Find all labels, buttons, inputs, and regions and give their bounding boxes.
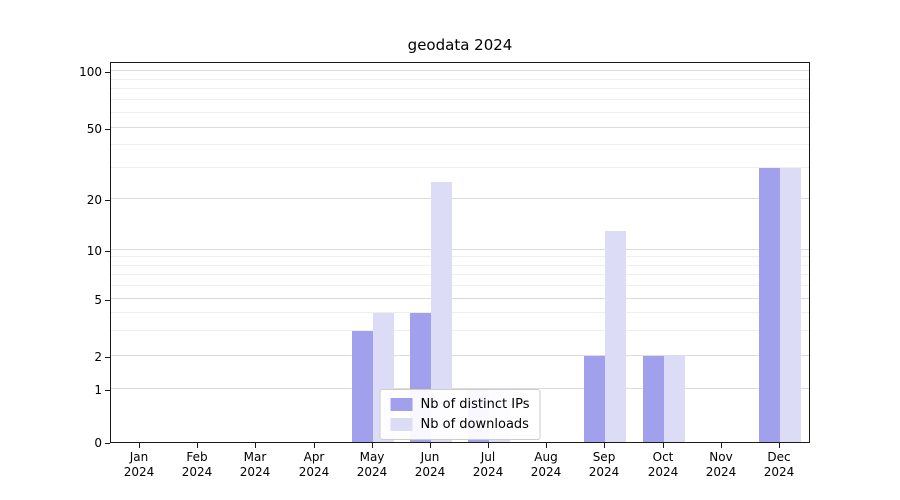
x-tick-mark-sep-2024 bbox=[604, 443, 605, 448]
x-tick-label-jun-2024: Jun 2024 bbox=[414, 450, 446, 479]
x-tick-mark-feb-2024 bbox=[197, 443, 198, 448]
y-tick-mark-100 bbox=[105, 72, 110, 73]
gridline-minor bbox=[111, 285, 809, 286]
legend-swatch-distinct-ips bbox=[390, 398, 413, 411]
gridline-major bbox=[111, 388, 809, 389]
x-tick-mark-may-2024 bbox=[372, 443, 373, 448]
y-tick-mark-50 bbox=[105, 129, 110, 130]
gridline-minor bbox=[111, 265, 809, 266]
bar-nb-of-downloads-dec-2024 bbox=[780, 168, 801, 442]
gridline-minor bbox=[111, 88, 809, 89]
x-tick-mark-jul-2024 bbox=[488, 443, 489, 448]
gridline-major bbox=[111, 127, 809, 128]
x-tick-mark-aug-2024 bbox=[546, 443, 547, 448]
legend-label-distinct-ips: Nb of distinct IPs bbox=[420, 397, 530, 412]
bar-nb-of-distinct-ips-sep-2024 bbox=[584, 356, 605, 442]
gridline-minor bbox=[111, 79, 809, 80]
x-tick-mark-jan-2024 bbox=[139, 443, 140, 448]
bar-nb-of-downloads-sep-2024 bbox=[605, 231, 626, 442]
legend-item-distinct-ips: Nb of distinct IPs bbox=[390, 397, 530, 412]
y-tick-label-2: 2 bbox=[94, 350, 102, 364]
gridline-minor bbox=[111, 167, 809, 168]
gridline-major bbox=[111, 249, 809, 250]
y-tick-label-5: 5 bbox=[94, 293, 102, 307]
bar-nb-of-downloads-jun-2024 bbox=[431, 182, 452, 442]
y-tick-label-0: 0 bbox=[94, 436, 102, 450]
x-tick-mark-jun-2024 bbox=[430, 443, 431, 448]
plot-area: Nb of distinct IPs Nb of downloads bbox=[110, 62, 810, 443]
x-tick-label-may-2024: May 2024 bbox=[356, 450, 388, 479]
gridline-major bbox=[111, 298, 809, 299]
y-tick-label-100: 100 bbox=[79, 65, 102, 79]
x-tick-label-oct-2024: Oct 2024 bbox=[647, 450, 679, 479]
x-tick-label-jul-2024: Jul 2024 bbox=[472, 450, 504, 479]
y-tick-label-20: 20 bbox=[86, 193, 102, 207]
gridline-minor bbox=[111, 274, 809, 275]
x-tick-mark-mar-2024 bbox=[255, 443, 256, 448]
bar-nb-of-distinct-ips-dec-2024 bbox=[759, 168, 780, 442]
bar-nb-of-distinct-ips-oct-2024 bbox=[643, 356, 664, 442]
gridline-minor bbox=[111, 312, 809, 313]
x-tick-mark-apr-2024 bbox=[314, 443, 315, 448]
chart-title: geodata 2024 bbox=[407, 36, 513, 54]
y-tick-mark-0 bbox=[105, 443, 110, 444]
x-tick-label-feb-2024: Feb 2024 bbox=[181, 450, 213, 479]
gridline-major bbox=[111, 198, 809, 199]
x-tick-label-dec-2024: Dec 2024 bbox=[763, 450, 795, 479]
gridline-minor bbox=[111, 256, 809, 257]
y-tick-mark-1 bbox=[105, 390, 110, 391]
gridline-minor bbox=[111, 144, 809, 145]
gridline-major bbox=[111, 355, 809, 356]
y-tick-label-1: 1 bbox=[94, 383, 102, 397]
y-tick-label-10: 10 bbox=[86, 244, 102, 258]
bar-nb-of-distinct-ips-may-2024 bbox=[352, 331, 373, 442]
gridline-minor bbox=[111, 112, 809, 113]
bar-nb-of-downloads-oct-2024 bbox=[664, 356, 685, 442]
x-tick-label-sep-2024: Sep 2024 bbox=[588, 450, 620, 479]
x-tick-label-mar-2024: Mar 2024 bbox=[239, 450, 271, 479]
x-tick-mark-dec-2024 bbox=[779, 443, 780, 448]
y-tick-mark-2 bbox=[105, 357, 110, 358]
gridlines-layer bbox=[111, 63, 809, 442]
legend: Nb of distinct IPs Nb of downloads bbox=[379, 389, 541, 440]
x-tick-label-jan-2024: Jan 2024 bbox=[123, 450, 155, 479]
x-tick-label-aug-2024: Aug 2024 bbox=[530, 450, 562, 479]
gridline-minor bbox=[111, 330, 809, 331]
x-tick-label-apr-2024: Apr 2024 bbox=[298, 450, 330, 479]
y-tick-label-50: 50 bbox=[86, 122, 102, 136]
y-tick-mark-5 bbox=[105, 300, 110, 301]
x-tick-mark-oct-2024 bbox=[663, 443, 664, 448]
gridline-minor bbox=[111, 99, 809, 100]
y-tick-mark-20 bbox=[105, 200, 110, 201]
y-tick-mark-10 bbox=[105, 251, 110, 252]
x-tick-mark-nov-2024 bbox=[721, 443, 722, 448]
x-tick-label-nov-2024: Nov 2024 bbox=[705, 450, 737, 479]
gridline-major bbox=[111, 70, 809, 71]
legend-item-downloads: Nb of downloads bbox=[390, 417, 530, 432]
bars-layer bbox=[111, 63, 809, 442]
legend-swatch-downloads bbox=[390, 418, 413, 431]
legend-label-downloads: Nb of downloads bbox=[420, 417, 529, 432]
